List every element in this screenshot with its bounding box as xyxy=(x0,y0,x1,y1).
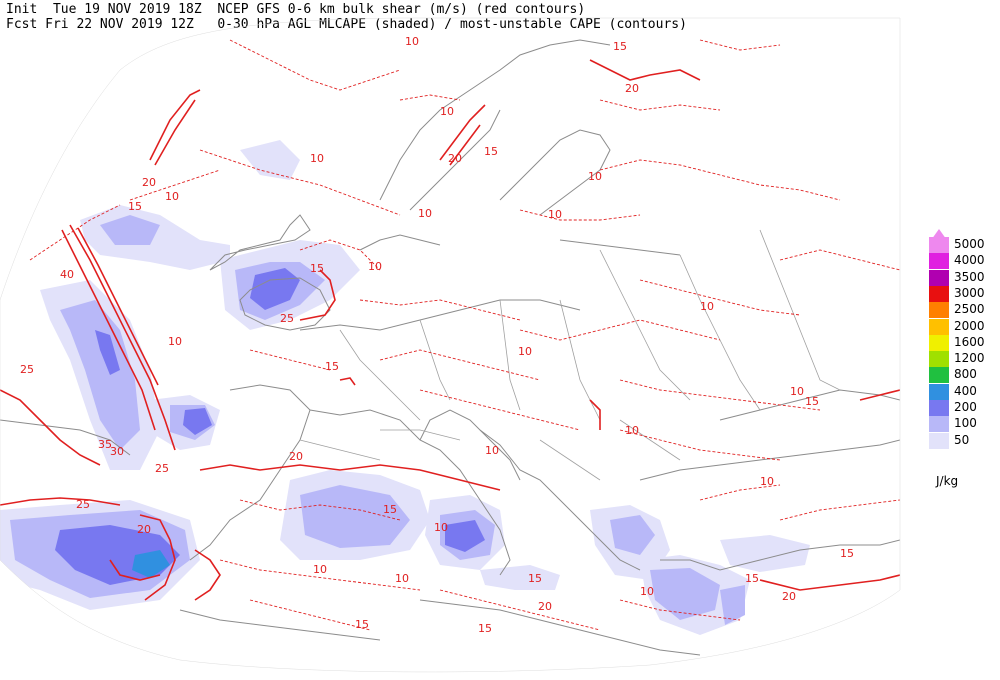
shear-label-10i: 10 xyxy=(790,385,804,398)
legend-swatch-2500 xyxy=(929,302,949,319)
shear-label-20: 20 xyxy=(142,176,156,189)
legend-label-3000: 3000 xyxy=(954,285,985,300)
shear-label-15l: 15 xyxy=(325,360,339,373)
legend-swatch-200 xyxy=(929,400,949,416)
legend-swatch-3500 xyxy=(929,269,949,286)
legend-swatch-400 xyxy=(929,383,949,400)
legend-label-400: 400 xyxy=(954,383,977,398)
shear-label-15c: 15 xyxy=(484,145,498,158)
shear-label-20d: 20 xyxy=(448,152,462,165)
shear-label-10p: 10 xyxy=(165,190,179,203)
shear-contours-dashed xyxy=(29,39,900,631)
shear-label-10d: 10 xyxy=(418,207,432,220)
shear-label-20b: 20 xyxy=(289,450,303,463)
legend-swatch-1200 xyxy=(929,351,949,368)
legend-swatch-2000 xyxy=(929,318,949,335)
legend-swatch-100 xyxy=(929,416,949,433)
legend-label-5000: 5000 xyxy=(954,237,985,251)
shear-label-10b: 10 xyxy=(310,152,324,165)
shear-label-15k: 15 xyxy=(355,618,369,631)
shear-label-10l: 10 xyxy=(313,563,327,576)
shear-label-20e: 20 xyxy=(538,600,552,613)
legend-swatch-3000 xyxy=(929,285,949,302)
legend-swatch-4000 xyxy=(929,253,949,270)
shear-label-10q: 10 xyxy=(625,424,639,437)
shear-label-10r: 10 xyxy=(760,475,774,488)
shear-label-15g: 15 xyxy=(745,572,759,585)
shear-label-25b: 25 xyxy=(76,498,90,511)
shear-label-10g: 10 xyxy=(518,345,532,358)
legend-label-1200: 1200 xyxy=(954,351,985,366)
shear-label-10o: 10 xyxy=(368,260,382,273)
shear-label-10c: 10 xyxy=(440,105,454,118)
shear-label-30: 30 xyxy=(110,445,124,458)
shear-label-20g: 20 xyxy=(137,523,151,536)
shear-label-10j: 10 xyxy=(485,444,499,457)
shear-label-15i: 15 xyxy=(805,395,819,408)
legend-label-3500: 3500 xyxy=(954,269,985,284)
legend-label-50: 50 xyxy=(954,432,970,447)
legend-label-100: 100 xyxy=(954,416,977,431)
shear-label-10k: 10 xyxy=(434,521,448,534)
shear-contours-solid xyxy=(0,59,900,601)
shear-label-15e: 15 xyxy=(383,503,397,516)
legend-label-2000: 2000 xyxy=(954,318,985,333)
legend-swatch-800 xyxy=(929,367,949,384)
shear-label-10s: 10 xyxy=(395,572,409,585)
shear-label-10h: 10 xyxy=(700,300,714,313)
legend-units: J/kg xyxy=(936,474,959,488)
shear-label-25d: 25 xyxy=(155,462,169,475)
shear-label-35: 35 xyxy=(98,438,112,451)
shear-label-25c: 25 xyxy=(280,312,294,325)
shear-label-10n: 10 xyxy=(168,335,182,348)
legend-label-4000: 4000 xyxy=(954,253,985,268)
shear-label-15f: 15 xyxy=(528,572,542,585)
cape-shading-top xyxy=(132,550,170,578)
shear-label-10: 10 xyxy=(405,35,419,48)
chart-header-forecast: Fcst Fri 22 NOV 2019 12Z 0-30 hPa AGL ML… xyxy=(6,17,687,32)
coastlines xyxy=(0,39,900,656)
shear-label-10e: 10 xyxy=(548,208,562,221)
legend-swatch-1600 xyxy=(929,334,949,351)
map-domain-outline xyxy=(0,17,901,673)
legend-label-800: 800 xyxy=(954,367,977,382)
country-borders xyxy=(299,229,841,481)
shear-label-20c: 20 xyxy=(625,82,639,95)
legend-swatch-5000 xyxy=(929,237,949,253)
legend-label-2500: 2500 xyxy=(954,302,985,317)
shear-label-15j: 15 xyxy=(478,622,492,635)
shear-label-15b: 15 xyxy=(310,262,324,275)
legend-swatch-50 xyxy=(929,432,949,449)
shear-label-10m: 10 xyxy=(640,585,654,598)
shear-label-40: 40 xyxy=(60,268,74,281)
shear-label-10f: 10 xyxy=(588,170,602,183)
chart-header-init: Init Tue 19 NOV 2019 18Z NCEP GFS 0-6 km… xyxy=(6,2,586,17)
shear-label-15h: 15 xyxy=(840,547,854,560)
shear-label-25: 25 xyxy=(20,363,34,376)
legend-label-200: 200 xyxy=(954,400,977,414)
shear-label-15: 15 xyxy=(128,200,142,213)
shear-label-15d: 15 xyxy=(613,40,627,53)
legend-label-1600: 1600 xyxy=(954,334,985,349)
shear-labels: 40 35 30 25 25 25 25 20 20 20 20 20 20 2… xyxy=(20,35,854,635)
shear-label-20f: 20 xyxy=(782,590,796,603)
